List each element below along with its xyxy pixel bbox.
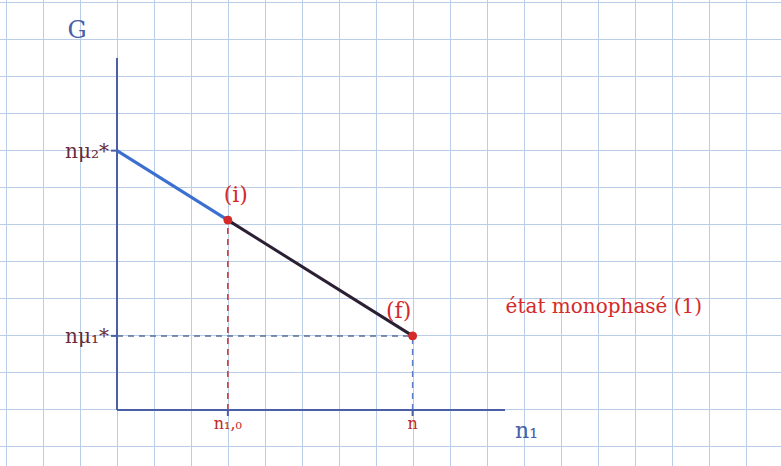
svg-text:état monophasé (1): état monophasé (1) <box>506 294 703 318</box>
svg-text:n₁: n₁ <box>515 418 538 443</box>
svg-text:n₁,₀: n₁,₀ <box>214 414 242 433</box>
svg-text:n: n <box>407 414 417 433</box>
svg-text:nμ₂*: nμ₂* <box>65 139 109 163</box>
svg-text:(i): (i) <box>224 182 248 207</box>
svg-text:nμ₁*: nμ₁* <box>65 324 109 348</box>
svg-text:G: G <box>67 16 86 44</box>
svg-text:(f): (f) <box>386 298 411 323</box>
